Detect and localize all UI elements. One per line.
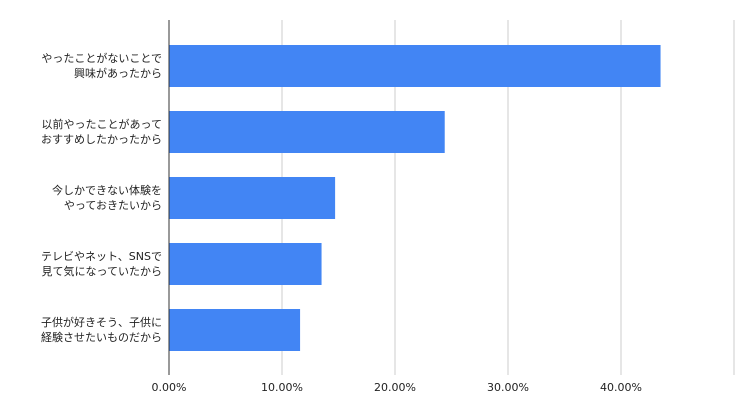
- y-tick-label: 子供が好きそう、子供に 経験させたいものだから: [41, 316, 162, 344]
- bar: [169, 309, 301, 351]
- x-tick-label: 0.00%: [152, 381, 187, 394]
- bar: [169, 45, 661, 87]
- bar: [169, 111, 445, 153]
- x-tick-label: 20.00%: [374, 381, 416, 394]
- x-tick-label: 40.00%: [600, 381, 642, 394]
- y-tick-label: テレビやネット、SNSで 見て気になっていたから: [41, 250, 162, 278]
- bar: [169, 243, 322, 285]
- y-tick-label: 今しかできない体験を やっておきたいから: [52, 184, 162, 212]
- bar: [169, 177, 336, 219]
- x-tick-label: 10.00%: [261, 381, 303, 394]
- y-tick-label: やったことがないことで 興味があったから: [41, 52, 162, 80]
- x-tick-label: 30.00%: [487, 381, 529, 394]
- y-tick-label: 以前やったことがあって おすすめしたかったから: [41, 118, 162, 146]
